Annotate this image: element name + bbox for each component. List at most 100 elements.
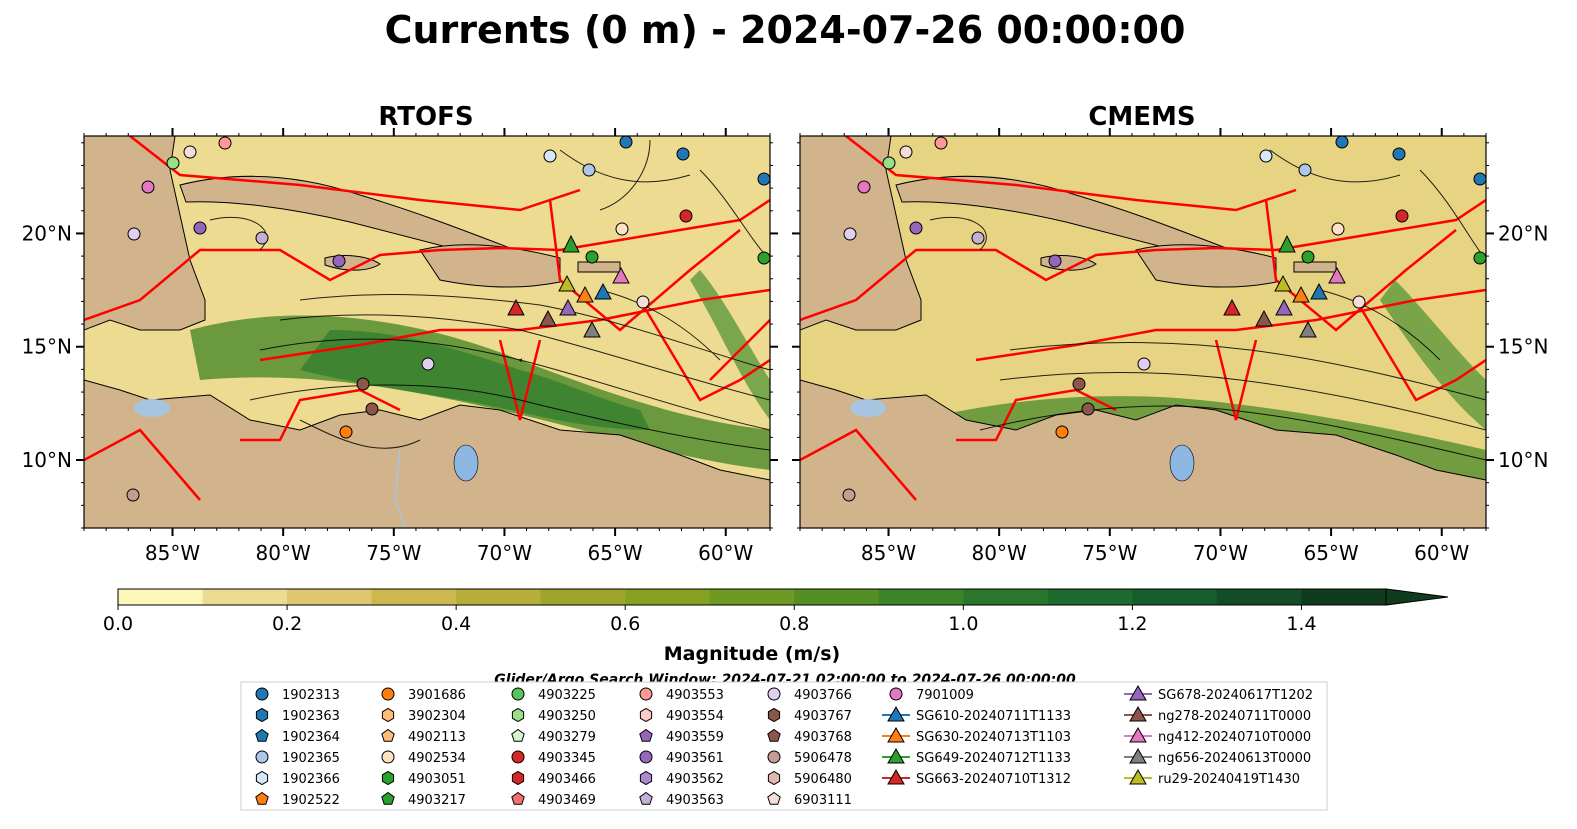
colorbar-extend-arrow xyxy=(1385,588,1449,606)
legend-item-label: 4902113 xyxy=(408,730,466,745)
legend-item-label: 4903563 xyxy=(666,793,724,808)
legend-item: 4903553 xyxy=(639,687,724,703)
legend-item: 1902365 xyxy=(255,750,340,766)
lon-tick-label-cmems: 80°W xyxy=(972,541,1027,565)
legend-hexagon-marker-icon xyxy=(639,707,653,723)
legend-hexagon-marker-icon xyxy=(767,707,781,723)
legend-item-label: 4903217 xyxy=(408,793,466,808)
eez-boundaries-cmems xyxy=(800,136,1486,501)
puerto-rico-land-rtofs xyxy=(577,261,621,273)
legend-item-label: 4903559 xyxy=(666,730,724,745)
legend-item: 5906478 xyxy=(767,750,852,766)
legend-triangle-marker-icon xyxy=(1129,726,1147,743)
colorbar-tick-label: 0.0 xyxy=(103,613,133,635)
lon-tick-label-rtofs: 65°W xyxy=(587,541,642,565)
legend-triangle-marker-icon xyxy=(1129,684,1147,701)
legend-item-label: ng656-20240613T0000 xyxy=(1158,751,1311,766)
legend-pentagon-marker-icon xyxy=(639,791,653,805)
legend-item: 4903767 xyxy=(767,707,852,724)
legend-item-label: 4903250 xyxy=(538,709,596,724)
legend-item-label: 4903767 xyxy=(794,709,852,724)
legend-item: 3901686 xyxy=(381,687,466,703)
lon-tick-label-rtofs: 80°W xyxy=(256,541,311,565)
legend-item: 4903766 xyxy=(767,687,852,703)
legend-item-label: SG649-20240712T1133 xyxy=(916,751,1071,766)
land-cmems-south-america xyxy=(800,379,1486,528)
legend-item: SG649-20240712T1133 xyxy=(882,747,1071,766)
lat-tick-label-rtofs: 10°N xyxy=(22,448,72,472)
legend-item-label: SG663-20240710T1312 xyxy=(916,772,1071,787)
legend-item-label: 4903345 xyxy=(538,751,596,766)
eastern-current-cmems xyxy=(1380,280,1486,430)
legend-item: 1902366 xyxy=(255,770,340,787)
legend-item: 1902313 xyxy=(255,687,340,703)
legend-item: ng278-20240711T0000 xyxy=(1124,705,1311,724)
legend-item-label: 4903766 xyxy=(794,688,852,703)
legend-item-label: 4903225 xyxy=(538,688,596,703)
legend-item: 4903768 xyxy=(767,728,852,745)
lat-tick-label-cmems: 20°N xyxy=(1498,221,1548,245)
legend-item: SG610-20240711T1133 xyxy=(882,705,1071,724)
lon-tick-label-cmems: 75°W xyxy=(1082,541,1137,565)
colorbar-swatch xyxy=(878,589,964,605)
legend-item-label: 5906480 xyxy=(794,772,852,787)
colorbar-swatch xyxy=(963,589,1049,605)
colorbar-tick-label: 1.0 xyxy=(948,613,978,635)
legend-item-label: ng278-20240711T0000 xyxy=(1158,709,1311,724)
legend-triangle-marker-icon xyxy=(887,747,905,764)
legend-circle-marker-icon xyxy=(767,687,781,701)
legend-triangle-marker-icon xyxy=(1129,705,1147,722)
eastern-current-rtofs xyxy=(690,270,770,420)
colorbar-swatch xyxy=(1047,589,1133,605)
legend-item: 3902304 xyxy=(381,707,466,724)
colorbar-swatch xyxy=(1132,589,1218,605)
colorbar-swatch xyxy=(202,589,288,605)
legend-item: 1902363 xyxy=(255,707,340,724)
legend-item-label: 4903768 xyxy=(794,730,852,745)
land-cmems-puerto-rico xyxy=(1293,261,1337,273)
legend-item-label: 6903111 xyxy=(794,793,852,808)
legend-entries: 1902313 1902363 1902364 1902365 1902366 19025… xyxy=(255,684,1313,808)
legend-circle-marker-icon xyxy=(767,750,781,764)
legend-circle-marker-icon xyxy=(511,687,525,701)
lake-nicaragua-rtofs xyxy=(134,399,170,417)
legend-pentagon-marker-icon xyxy=(255,728,269,742)
colorbar-swatch xyxy=(456,589,542,605)
figure-title: Currents (0 m) - 2024-07-26 00:00:00 xyxy=(385,8,1186,52)
colorbar: 0.0 0.2 0.4 0.6 0.8 1.0 1.2 1.4 Magnitude (m/s) xyxy=(103,588,1449,665)
legend-hexagon-marker-icon xyxy=(511,707,525,723)
legend-item-label: 4903466 xyxy=(538,772,596,787)
south-america-land-rtofs xyxy=(84,379,770,528)
legend-item: 7901009 xyxy=(889,687,974,703)
legend-item-label: ru29-20240419T1430 xyxy=(1158,772,1300,787)
legend-item-label: 4903562 xyxy=(666,772,724,787)
legend-item-label: 1902366 xyxy=(282,772,340,787)
legend-item-label: 4903279 xyxy=(538,730,596,745)
legend-item-label: 5906478 xyxy=(794,751,852,766)
legend-pentagon-marker-icon xyxy=(511,728,525,742)
lat-tick-label-rtofs: 20°N xyxy=(22,221,72,245)
legend-triangle-marker-icon xyxy=(1129,768,1147,785)
lon-tick-label-cmems: 70°W xyxy=(1193,541,1248,565)
legend-item: 4903562 xyxy=(639,770,724,787)
legend-item-label: 1902364 xyxy=(282,730,340,745)
colorbar-frame xyxy=(117,588,1387,606)
central-current-rtofs xyxy=(300,330,650,430)
legend-pentagon-marker-icon xyxy=(255,791,269,805)
colorbar-swatch xyxy=(371,589,457,605)
legend-item-label: 4903051 xyxy=(408,772,466,787)
streamlines-cmems xyxy=(929,149,1486,461)
legend-item: 4903345 xyxy=(511,750,596,766)
lat-tick-label-cmems: 10°N xyxy=(1498,448,1548,472)
legend-item: 4902534 xyxy=(381,750,466,766)
legend-item-label: 3901686 xyxy=(408,688,466,703)
legend-circle-marker-icon xyxy=(381,750,395,764)
legend-item-label: SG610-20240711T1133 xyxy=(916,709,1071,724)
lon-tick-label-rtofs: 60°W xyxy=(698,541,753,565)
legend-item: 4903469 xyxy=(511,791,596,808)
lon-tick-label-rtofs: 75°W xyxy=(366,541,421,565)
river-rtofs xyxy=(394,449,406,528)
legend-item-label: 1902363 xyxy=(282,709,340,724)
legend-pentagon-marker-icon xyxy=(639,728,653,742)
legend-item: 4903563 xyxy=(639,791,724,808)
